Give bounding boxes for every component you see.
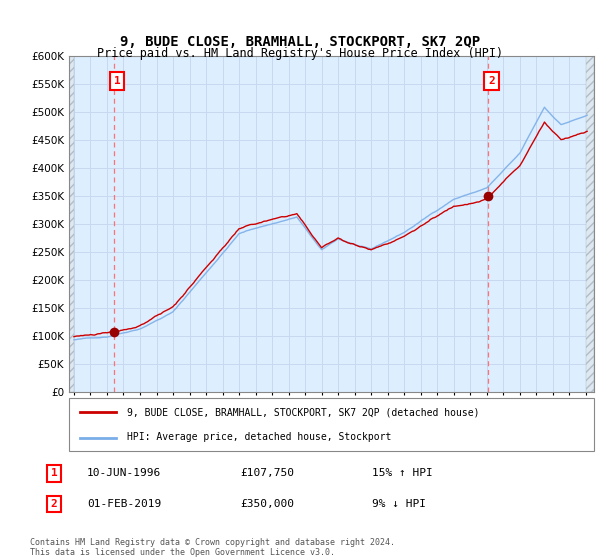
Text: 2: 2 xyxy=(50,499,58,509)
Text: 9% ↓ HPI: 9% ↓ HPI xyxy=(372,499,426,509)
Text: £350,000: £350,000 xyxy=(240,499,294,509)
Text: 2: 2 xyxy=(488,76,495,86)
Text: HPI: Average price, detached house, Stockport: HPI: Average price, detached house, Stoc… xyxy=(127,432,391,442)
Text: £107,750: £107,750 xyxy=(240,468,294,478)
Text: 10-JUN-1996: 10-JUN-1996 xyxy=(87,468,161,478)
Text: 1: 1 xyxy=(50,468,58,478)
Text: 1: 1 xyxy=(113,76,120,86)
Text: 9, BUDE CLOSE, BRAMHALL, STOCKPORT, SK7 2QP: 9, BUDE CLOSE, BRAMHALL, STOCKPORT, SK7 … xyxy=(120,35,480,49)
Text: 9, BUDE CLOSE, BRAMHALL, STOCKPORT, SK7 2QP (detached house): 9, BUDE CLOSE, BRAMHALL, STOCKPORT, SK7 … xyxy=(127,408,479,418)
Text: Contains HM Land Registry data © Crown copyright and database right 2024.
This d: Contains HM Land Registry data © Crown c… xyxy=(30,538,395,557)
Text: Price paid vs. HM Land Registry's House Price Index (HPI): Price paid vs. HM Land Registry's House … xyxy=(97,46,503,60)
Text: 15% ↑ HPI: 15% ↑ HPI xyxy=(372,468,433,478)
FancyBboxPatch shape xyxy=(69,398,594,451)
Text: 01-FEB-2019: 01-FEB-2019 xyxy=(87,499,161,509)
